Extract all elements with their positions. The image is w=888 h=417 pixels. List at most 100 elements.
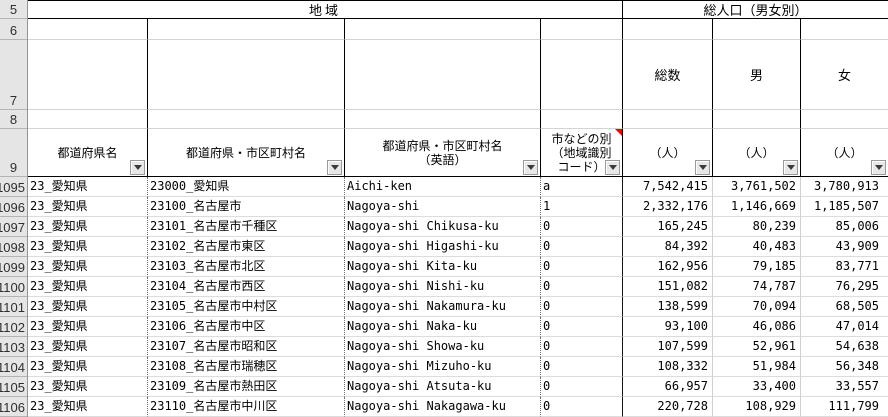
- female-population-cell[interactable]: 54,638: [800, 337, 888, 357]
- municipality-en-cell[interactable]: Nagoya-shi Atsuta-ku: [344, 377, 540, 397]
- empty-cell[interactable]: [712, 19, 800, 40]
- municipality-en-cell[interactable]: Nagoya-shi Nakagawa-ku: [344, 397, 540, 417]
- male-population-cell[interactable]: 33,400: [712, 377, 800, 397]
- city-type-code-cell[interactable]: 1: [540, 197, 622, 217]
- column-header-total-persons[interactable]: （人）: [622, 129, 712, 177]
- prefecture-cell[interactable]: 23_愛知県: [28, 277, 147, 297]
- female-population-cell[interactable]: 1,185,507: [800, 197, 888, 217]
- filter-dropdown-button[interactable]: [695, 160, 710, 175]
- city-type-code-cell[interactable]: 0: [540, 337, 622, 357]
- city-type-code-cell[interactable]: 0: [540, 277, 622, 297]
- municipality-en-cell[interactable]: Nagoya-shi: [344, 197, 540, 217]
- column-header-male-persons[interactable]: （人）: [712, 129, 800, 177]
- filter-dropdown-button[interactable]: [130, 160, 145, 175]
- municipality-cell[interactable]: 23101_名古屋市千種区: [147, 217, 344, 237]
- municipality-cell[interactable]: 23102_名古屋市東区: [147, 237, 344, 257]
- column-subheader-female[interactable]: 女: [800, 40, 888, 110]
- municipality-en-cell[interactable]: Nagoya-shi Chikusa-ku: [344, 217, 540, 237]
- city-type-code-cell[interactable]: 0: [540, 217, 622, 237]
- female-population-cell[interactable]: 3,780,913: [800, 177, 888, 197]
- prefecture-cell[interactable]: 23_愛知県: [28, 357, 147, 377]
- prefecture-cell[interactable]: 23_愛知県: [28, 217, 147, 237]
- total-population-cell[interactable]: 108,332: [622, 357, 712, 377]
- row-number[interactable]: 1104: [0, 357, 27, 377]
- total-population-cell[interactable]: 162,956: [622, 257, 712, 277]
- prefecture-cell[interactable]: 23_愛知県: [28, 337, 147, 357]
- empty-cell[interactable]: [712, 110, 800, 129]
- municipality-cell[interactable]: 23108_名古屋市瑞穂区: [147, 357, 344, 377]
- prefecture-cell[interactable]: 23_愛知県: [28, 197, 147, 217]
- prefecture-cell[interactable]: 23_愛知県: [28, 377, 147, 397]
- filter-dropdown-button[interactable]: [327, 160, 342, 175]
- empty-cell[interactable]: [147, 19, 344, 40]
- male-population-cell[interactable]: 46,086: [712, 317, 800, 337]
- female-population-cell[interactable]: 56,348: [800, 357, 888, 377]
- prefecture-cell[interactable]: 23_愛知県: [28, 297, 147, 317]
- empty-cell[interactable]: [800, 110, 888, 129]
- column-header-female-persons[interactable]: （人）: [800, 129, 888, 177]
- city-type-code-cell[interactable]: 0: [540, 397, 622, 417]
- total-population-cell[interactable]: 138,599: [622, 297, 712, 317]
- municipality-cell[interactable]: 23109_名古屋市熱田区: [147, 377, 344, 397]
- female-population-cell[interactable]: 111,799: [800, 397, 888, 417]
- municipality-en-cell[interactable]: Aichi-ken: [344, 177, 540, 197]
- empty-cell[interactable]: [540, 40, 622, 110]
- municipality-en-cell[interactable]: Nagoya-shi Showa-ku: [344, 337, 540, 357]
- column-header-municipality-en[interactable]: 都道府県・市区町村名 （英語）: [344, 129, 540, 177]
- prefecture-cell[interactable]: 23_愛知県: [28, 397, 147, 417]
- row-number[interactable]: 1099: [0, 257, 27, 277]
- male-population-cell[interactable]: 80,239: [712, 217, 800, 237]
- row-number[interactable]: 1106: [0, 397, 27, 417]
- female-population-cell[interactable]: 33,557: [800, 377, 888, 397]
- row-number[interactable]: 1105: [0, 377, 27, 397]
- row-number[interactable]: 7: [0, 40, 27, 110]
- male-population-cell[interactable]: 70,094: [712, 297, 800, 317]
- prefecture-cell[interactable]: 23_愛知県: [28, 257, 147, 277]
- empty-cell[interactable]: [540, 19, 622, 40]
- male-population-cell[interactable]: 52,961: [712, 337, 800, 357]
- header-region-group-cell[interactable]: 地域: [28, 0, 622, 19]
- female-population-cell[interactable]: 68,505: [800, 297, 888, 317]
- municipality-en-cell[interactable]: Nagoya-shi Mizuho-ku: [344, 357, 540, 377]
- total-population-cell[interactable]: 165,245: [622, 217, 712, 237]
- female-population-cell[interactable]: 83,771: [800, 257, 888, 277]
- city-type-code-cell[interactable]: a: [540, 177, 622, 197]
- row-number[interactable]: 9: [0, 129, 27, 177]
- empty-cell[interactable]: [147, 110, 344, 129]
- city-type-code-cell[interactable]: 0: [540, 257, 622, 277]
- empty-cell[interactable]: [344, 110, 540, 129]
- total-population-cell[interactable]: 107,599: [622, 337, 712, 357]
- row-number[interactable]: 1101: [0, 297, 27, 317]
- total-population-cell[interactable]: 151,082: [622, 277, 712, 297]
- empty-cell[interactable]: [28, 40, 147, 110]
- row-number[interactable]: 5: [0, 0, 27, 19]
- female-population-cell[interactable]: 76,295: [800, 277, 888, 297]
- city-type-code-cell[interactable]: 0: [540, 357, 622, 377]
- municipality-cell[interactable]: 23100_名古屋市: [147, 197, 344, 217]
- municipality-en-cell[interactable]: Nagoya-shi Nakamura-ku: [344, 297, 540, 317]
- total-population-cell[interactable]: 2,332,176: [622, 197, 712, 217]
- male-population-cell[interactable]: 1,146,669: [712, 197, 800, 217]
- city-type-code-cell[interactable]: 0: [540, 377, 622, 397]
- male-population-cell[interactable]: 74,787: [712, 277, 800, 297]
- prefecture-cell[interactable]: 23_愛知県: [28, 237, 147, 257]
- row-number[interactable]: 1098: [0, 237, 27, 257]
- male-population-cell[interactable]: 3,761,502: [712, 177, 800, 197]
- municipality-cell[interactable]: 23000_愛知県: [147, 177, 344, 197]
- row-number[interactable]: 6: [0, 19, 27, 40]
- municipality-en-cell[interactable]: Nagoya-shi Naka-ku: [344, 317, 540, 337]
- prefecture-cell[interactable]: 23_愛知県: [28, 317, 147, 337]
- total-population-cell[interactable]: 93,100: [622, 317, 712, 337]
- total-population-cell[interactable]: 7,542,415: [622, 177, 712, 197]
- row-number[interactable]: 8: [0, 110, 27, 129]
- municipality-cell[interactable]: 23105_名古屋市中村区: [147, 297, 344, 317]
- filter-dropdown-button[interactable]: [523, 160, 538, 175]
- row-number[interactable]: 1103: [0, 337, 27, 357]
- empty-cell[interactable]: [28, 110, 147, 129]
- female-population-cell[interactable]: 43,909: [800, 237, 888, 257]
- total-population-cell[interactable]: 84,392: [622, 237, 712, 257]
- row-number[interactable]: 1096: [0, 197, 27, 217]
- empty-cell[interactable]: [622, 110, 712, 129]
- empty-cell[interactable]: [800, 19, 888, 40]
